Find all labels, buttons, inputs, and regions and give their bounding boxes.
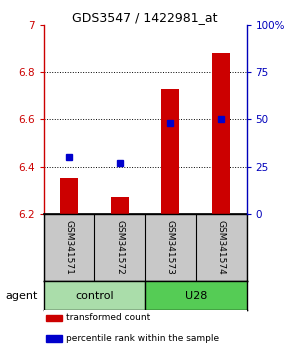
Bar [111, 197, 128, 214]
Text: U28: U28 [184, 291, 207, 301]
Title: GDS3547 / 1422981_at: GDS3547 / 1422981_at [72, 11, 218, 24]
Bar [60, 178, 78, 214]
Bar [46, 335, 62, 342]
Text: GSM341574: GSM341574 [217, 220, 226, 275]
Bar [162, 88, 179, 214]
Bar [46, 315, 62, 321]
Text: GSM341571: GSM341571 [64, 220, 73, 275]
Text: agent: agent [5, 291, 37, 301]
Text: transformed count: transformed count [66, 313, 150, 322]
Text: control: control [75, 291, 114, 301]
Bar [44, 281, 145, 310]
Text: GSM341572: GSM341572 [115, 220, 124, 275]
Text: percentile rank within the sample: percentile rank within the sample [66, 334, 219, 343]
Bar [212, 53, 230, 214]
Text: GSM341573: GSM341573 [166, 220, 175, 275]
Bar [145, 281, 246, 310]
